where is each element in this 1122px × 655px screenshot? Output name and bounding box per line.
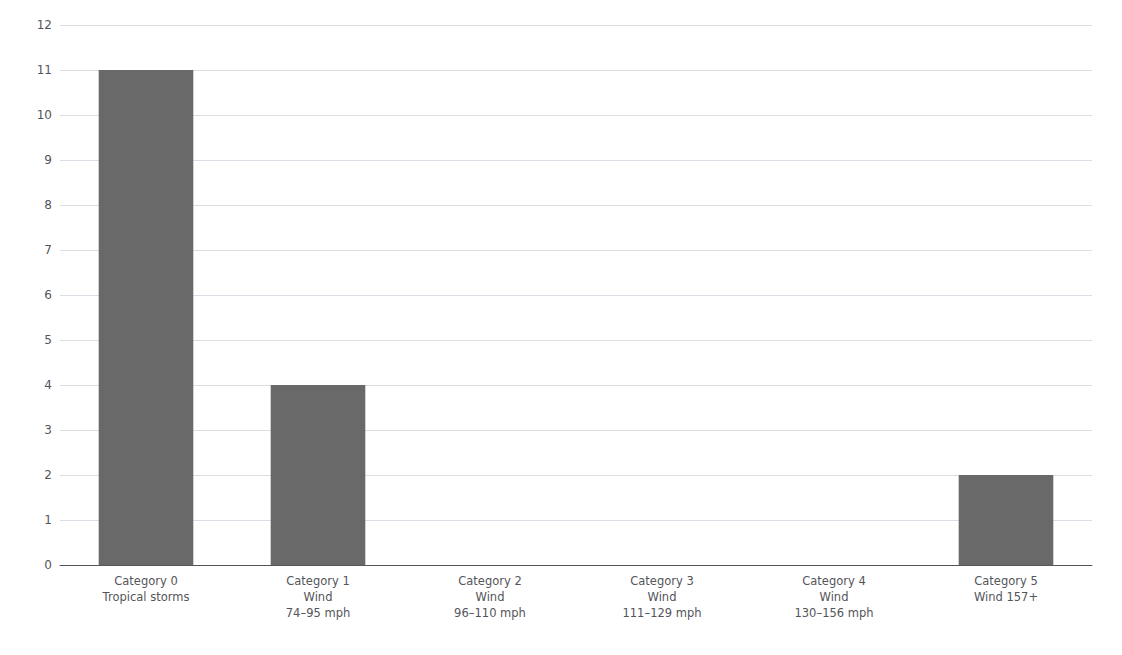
svg-text:Wind: Wind	[820, 590, 849, 604]
svg-text:11: 11	[37, 63, 52, 77]
svg-text:12: 12	[37, 18, 52, 32]
svg-text:2: 2	[44, 468, 52, 482]
svg-text:4: 4	[44, 378, 52, 392]
svg-text:Category 0: Category 0	[114, 574, 178, 588]
svg-text:Tropical storms: Tropical storms	[102, 590, 190, 604]
svg-text:Wind: Wind	[476, 590, 505, 604]
svg-text:Category 3: Category 3	[630, 574, 694, 588]
svg-text:Wind 157+: Wind 157+	[974, 590, 1038, 604]
svg-text:9: 9	[44, 153, 52, 167]
svg-text:5: 5	[44, 333, 52, 347]
svg-text:Category 2: Category 2	[458, 574, 522, 588]
svg-text:7: 7	[44, 243, 52, 257]
svg-text:Category 4: Category 4	[802, 574, 866, 588]
svg-text:Category 5: Category 5	[974, 574, 1038, 588]
svg-text:Wind: Wind	[648, 590, 677, 604]
svg-text:0: 0	[44, 558, 52, 572]
svg-text:3: 3	[44, 423, 52, 437]
svg-text:130–156 mph: 130–156 mph	[794, 606, 873, 620]
svg-text:8: 8	[44, 198, 52, 212]
svg-text:Wind: Wind	[304, 590, 333, 604]
svg-text:1: 1	[44, 513, 52, 527]
svg-text:Category 1: Category 1	[286, 574, 350, 588]
svg-text:74–95 mph: 74–95 mph	[286, 606, 350, 620]
svg-text:10: 10	[37, 108, 52, 122]
svg-text:111–129 mph: 111–129 mph	[622, 606, 701, 620]
svg-text:6: 6	[44, 288, 52, 302]
svg-text:96–110 mph: 96–110 mph	[454, 606, 526, 620]
